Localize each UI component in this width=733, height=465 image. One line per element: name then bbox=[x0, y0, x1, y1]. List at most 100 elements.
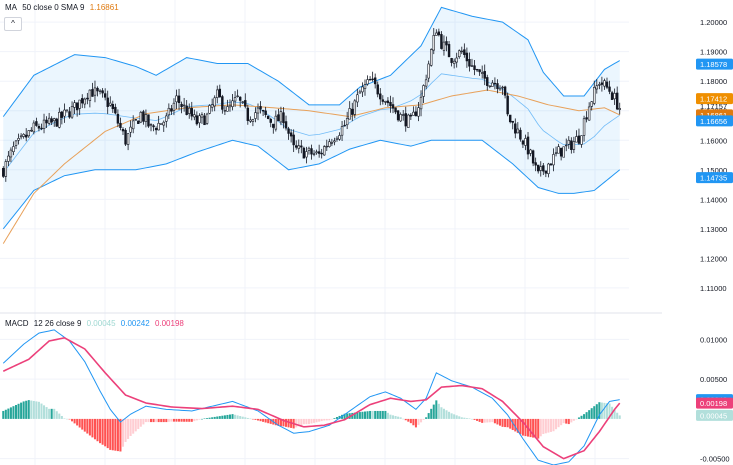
candle-body bbox=[147, 114, 150, 127]
macd-legend-name: MACD bbox=[5, 319, 29, 328]
candle bbox=[274, 110, 278, 132]
histogram-bar bbox=[427, 413, 430, 419]
candle bbox=[404, 106, 407, 132]
price-tick-label: 1.14000 bbox=[700, 195, 727, 204]
histogram-bar bbox=[343, 413, 346, 419]
price-label: 1.14735 bbox=[700, 174, 727, 183]
candle-body bbox=[12, 146, 15, 152]
candle bbox=[373, 73, 377, 89]
candle bbox=[503, 85, 507, 99]
macd-line-value: 0.00242 bbox=[120, 319, 150, 328]
candle-body bbox=[307, 147, 311, 151]
histogram-bar bbox=[129, 418, 132, 436]
price-tick-label: 1.18000 bbox=[700, 77, 727, 86]
candle-body bbox=[98, 90, 102, 92]
histogram-bar bbox=[493, 418, 496, 424]
candle-body bbox=[195, 115, 199, 125]
candle-body bbox=[305, 151, 308, 158]
histogram-bar bbox=[124, 418, 127, 442]
candle-body bbox=[55, 118, 58, 127]
histogram-bar bbox=[249, 418, 252, 420]
histogram-bar bbox=[157, 418, 160, 423]
candle bbox=[562, 146, 565, 158]
candle bbox=[35, 117, 38, 127]
candle-body bbox=[32, 122, 36, 133]
macd-value-label: 0.00045 bbox=[700, 411, 727, 420]
candle-body bbox=[4, 161, 8, 177]
candle-body bbox=[190, 108, 193, 117]
histogram-bar bbox=[223, 415, 226, 419]
candle bbox=[417, 101, 420, 122]
candle-body bbox=[154, 128, 158, 131]
histogram-bar bbox=[608, 403, 611, 419]
candle-body bbox=[320, 152, 323, 155]
collapse-legend-button[interactable]: ^ bbox=[4, 17, 22, 31]
histogram-bar bbox=[562, 418, 565, 424]
candle-body bbox=[236, 95, 239, 98]
histogram-bar bbox=[613, 410, 616, 419]
histogram-bar bbox=[524, 418, 527, 437]
candle bbox=[83, 97, 87, 109]
candle-body bbox=[292, 134, 295, 146]
histogram-bar bbox=[442, 408, 445, 419]
candle bbox=[4, 159, 8, 182]
main-legend: MA 50 close 0 SMA 9 1.16861 bbox=[5, 3, 122, 12]
price-label-badge bbox=[696, 115, 733, 127]
histogram-bar bbox=[193, 418, 196, 422]
candle bbox=[312, 150, 316, 157]
candle-body bbox=[590, 101, 593, 107]
candle-body bbox=[470, 65, 474, 67]
histogram-bar bbox=[162, 418, 165, 423]
candle bbox=[88, 89, 92, 108]
candle-body bbox=[618, 108, 621, 110]
candle-body bbox=[361, 86, 364, 93]
candle-body bbox=[30, 129, 33, 132]
candle-body bbox=[302, 147, 306, 159]
candle bbox=[139, 110, 143, 124]
candle bbox=[468, 52, 471, 72]
histogram-bar bbox=[570, 418, 573, 423]
candle-body bbox=[208, 105, 211, 114]
candle bbox=[445, 36, 448, 52]
candle-body bbox=[407, 114, 410, 128]
histogram-bar bbox=[236, 415, 239, 419]
candle bbox=[480, 65, 484, 79]
histogram-bar bbox=[595, 404, 598, 419]
candle-body bbox=[315, 151, 318, 154]
candle bbox=[526, 131, 530, 160]
histogram-bar bbox=[180, 418, 183, 422]
candle bbox=[356, 88, 359, 108]
histogram-bar bbox=[386, 412, 389, 419]
candle bbox=[475, 68, 479, 72]
histogram-bar bbox=[379, 410, 382, 419]
histogram-bar bbox=[297, 418, 300, 427]
candle bbox=[98, 89, 102, 95]
histogram-bar bbox=[397, 416, 400, 419]
histogram-bar bbox=[420, 418, 423, 423]
candle bbox=[96, 86, 99, 97]
histogram-bar bbox=[86, 418, 89, 434]
candle bbox=[190, 101, 193, 121]
histogram-bar bbox=[605, 403, 609, 419]
candle-body bbox=[200, 114, 204, 118]
histogram-bar bbox=[287, 418, 290, 428]
candle bbox=[109, 96, 112, 107]
candle bbox=[162, 120, 165, 132]
candle-body bbox=[511, 120, 514, 123]
candle bbox=[587, 102, 591, 121]
moving-average bbox=[2, 89, 620, 244]
candle-body bbox=[389, 102, 392, 107]
histogram-bar bbox=[353, 412, 356, 419]
macd-tick-label: 0.00500 bbox=[700, 375, 727, 384]
histogram-bar bbox=[274, 418, 277, 426]
candle-body bbox=[394, 107, 397, 113]
candle bbox=[613, 88, 616, 105]
candle-body bbox=[399, 114, 402, 122]
candle-body bbox=[261, 109, 265, 112]
histogram-bar bbox=[481, 418, 484, 423]
candle-body bbox=[565, 144, 568, 147]
histogram-bar bbox=[264, 418, 267, 423]
candle bbox=[221, 94, 224, 114]
candle bbox=[615, 86, 619, 111]
